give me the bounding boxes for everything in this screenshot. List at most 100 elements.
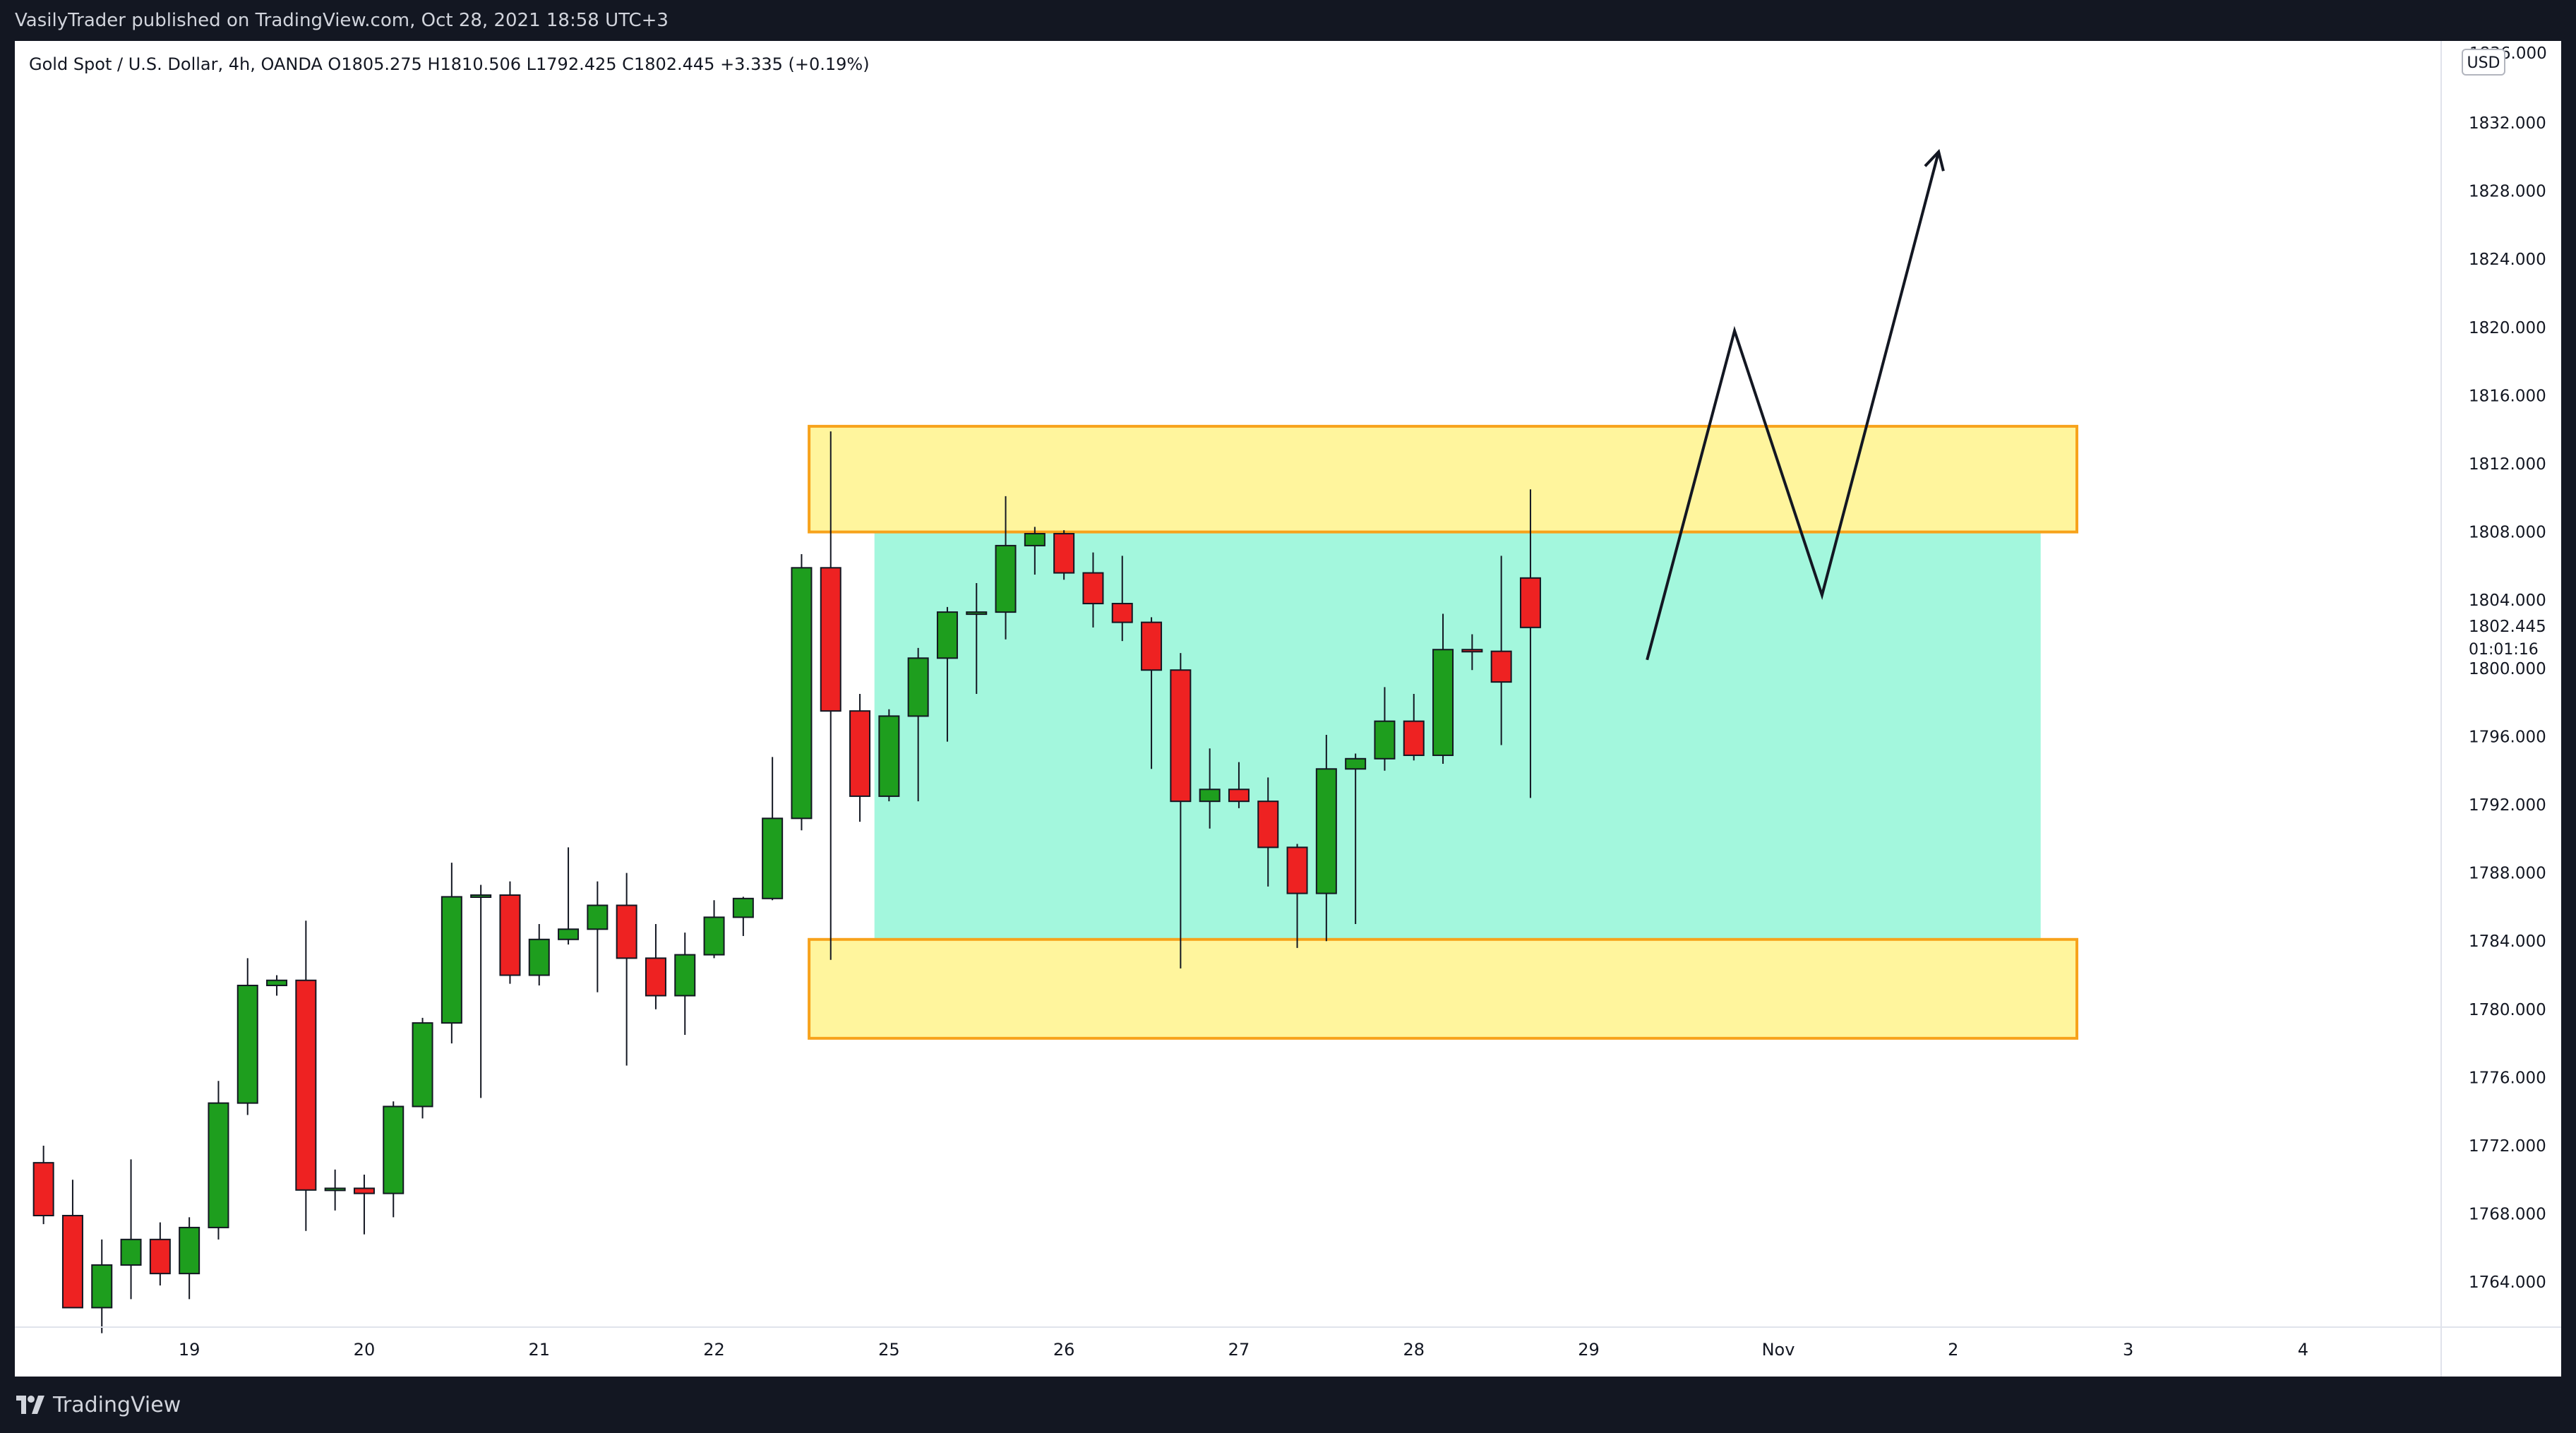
price-tick-label: 1796.000 [2469,728,2546,746]
candle [558,847,580,945]
candle [732,897,754,936]
candle [616,873,637,1066]
candle [878,709,900,802]
range-box [874,532,2041,940]
price-tick-label: 1820.000 [2469,319,2546,337]
candle [1257,777,1279,887]
candle [1170,653,1192,969]
candle-body-down [1228,789,1250,803]
publisher-bar: VasilyTrader published on TradingView.co… [0,0,2576,41]
resistance-zone [808,424,2078,534]
candle [1403,694,1425,761]
candle [61,1180,83,1309]
candle [441,863,462,1044]
time-axis: 19 20 21 22 25 26 27 28 29 Nov 2 3 4 [179,1340,2308,1360]
candle [208,1081,229,1240]
price-tick-label: 1832.000 [2469,114,2546,133]
tradingview-logo[interactable]: TradingView [15,1389,181,1420]
price-tick-label: 1784.000 [2469,933,2546,951]
candle [907,647,929,802]
time-tick-label: 22 [703,1340,725,1360]
price-tick-label: 1800.000 [2469,660,2546,678]
candle-body-up [907,657,929,717]
candle [149,1222,171,1286]
candle [179,1217,200,1300]
candle-body-up [762,817,784,899]
candle-body-down [1286,846,1308,894]
candle [32,1146,54,1225]
candle [1141,617,1163,769]
candle [1286,844,1308,948]
chart-panel[interactable]: 1764.000 1768.000 1772.000 1776.000 1780.000… [15,41,2561,1377]
candle [791,553,813,831]
candle-body-up [179,1226,200,1275]
candle-body-down [1111,603,1133,623]
price-tick-label: 1824.000 [2469,251,2546,269]
candle-body-down [1461,649,1483,653]
candle-body-up [412,1022,433,1108]
candle [1345,753,1367,925]
price-tick-label: 1764.000 [2469,1273,2546,1292]
candle-body-up [1432,649,1454,756]
candle [91,1239,113,1333]
price-tick-label: 1776.000 [2469,1069,2546,1087]
last-price-label: 1802.445 [2469,618,2546,636]
candle-body-up [1374,720,1396,760]
currency-badge-box[interactable] [2462,49,2505,76]
candle [849,694,871,822]
candle [1111,556,1133,642]
footer-bar: TradingView [0,1377,2576,1433]
candle [587,881,609,993]
candle-body-up [383,1105,405,1194]
candle [820,431,841,960]
candle-body-up [587,904,609,930]
candle-body-up [791,567,813,820]
candle-body-up [878,715,900,797]
candle-body-down [1053,533,1075,574]
candle [1082,552,1104,628]
candle-body-up [732,897,754,918]
candle-body-up [703,916,725,956]
candle [703,900,725,959]
candle-body-up [120,1238,142,1266]
currency-badge[interactable]: USD [2467,54,2500,72]
candle [383,1101,405,1218]
candle-body-down [1170,669,1192,803]
candle [645,924,666,1009]
candle [1374,687,1396,771]
candle-body-up [674,954,696,997]
publisher-text: VasilyTrader published on TradingView.co… [15,10,669,31]
candle-body-up [1345,757,1367,770]
candle [499,881,521,984]
time-tick-label: 3 [2123,1340,2133,1360]
candle-body-down [149,1238,171,1275]
time-tick-label: 26 [1053,1340,1075,1360]
candle [995,496,1017,640]
price-tick-label: 1788.000 [2469,865,2546,883]
candle-body-up [470,894,492,898]
time-tick-label: 27 [1228,1340,1250,1360]
candle [1490,556,1512,745]
candle-body-up [208,1102,229,1228]
time-tick-label: 4 [2298,1340,2308,1360]
candle [412,1017,433,1119]
price-tick-label: 1768.000 [2469,1206,2546,1224]
candle-body-up [558,928,580,940]
candle-body-down [849,710,871,797]
price-tick-label: 1828.000 [2469,183,2546,201]
candle-body-down [1257,801,1279,849]
candle-body-up [236,984,258,1104]
candlestick-chart[interactable]: 1764.000 1768.000 1772.000 1776.000 1780.000… [15,41,2561,1377]
projection-layer [1646,149,1945,661]
time-tick-label: 2 [1948,1340,1958,1360]
candle-body-down [295,979,317,1191]
time-tick-label: 29 [1578,1340,1600,1360]
candle [674,933,696,1036]
candle [470,885,492,1098]
candle-body-up [91,1264,113,1309]
candle-body-up [936,611,958,659]
candle-body-up [1315,768,1337,894]
candle-body-down [820,567,841,712]
candle-body-up [528,938,550,976]
candle [936,606,958,742]
